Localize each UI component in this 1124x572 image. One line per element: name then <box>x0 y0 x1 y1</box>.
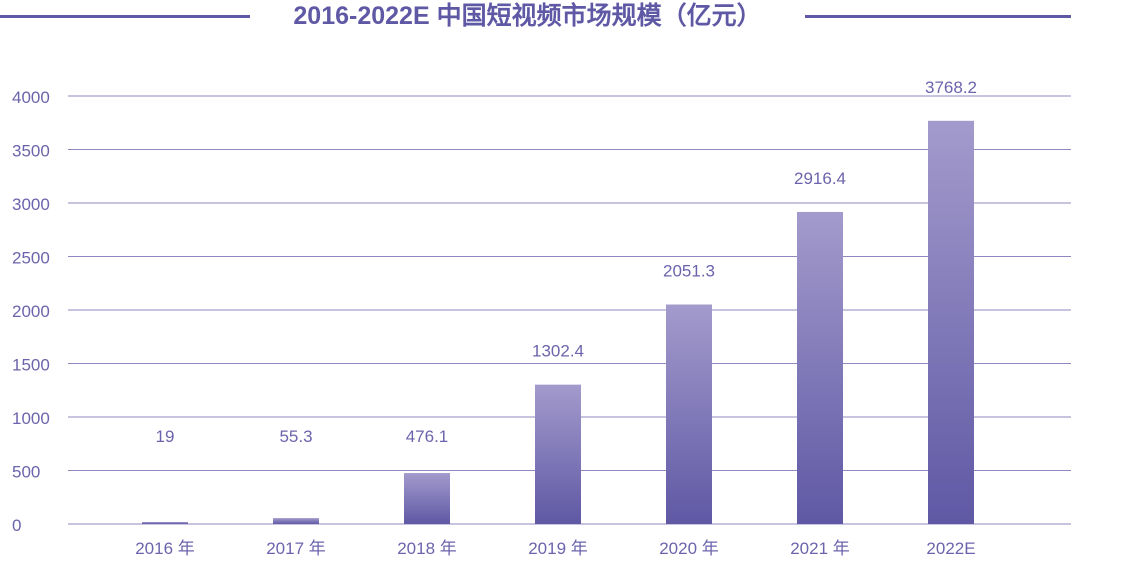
y-tick-label: 2000 <box>12 302 50 321</box>
y-tick-label: 3500 <box>12 142 50 161</box>
y-tick-label: 2500 <box>12 249 50 268</box>
bar-value-label: 19 <box>156 427 175 446</box>
bars <box>142 120 974 525</box>
y-tick-label: 0 <box>12 516 21 535</box>
x-category-label: 2016 年 <box>135 539 195 558</box>
y-tick-label: 500 <box>12 463 40 482</box>
x-category-label: 2020 年 <box>659 539 719 558</box>
bar <box>535 384 581 524</box>
bar-value-label: 2051.3 <box>663 262 715 281</box>
y-tick-label: 4000 <box>12 88 50 107</box>
y-axis-ticks: 0 500 1000 1500 2000 2500 3000 3500 4000 <box>12 88 50 535</box>
chart-title: 2016-2022E 中国短视频市场规模（亿元） <box>293 2 762 30</box>
y-tick-label: 1500 <box>12 356 50 375</box>
bar-value-label: 55.3 <box>279 427 312 446</box>
y-tick-label: 1000 <box>12 409 50 428</box>
bar-value-label: 2916.4 <box>794 169 846 188</box>
bar <box>273 518 319 524</box>
bar <box>928 120 974 524</box>
x-category-label: 2021 年 <box>790 539 850 558</box>
value-labels: 19 55.3 476.1 1302.4 2051.3 2916.4 3768.2 <box>156 78 977 446</box>
x-category-label: 2018 年 <box>397 539 457 558</box>
x-axis-labels: 2016 年 2017 年 2018 年 2019 年 2020 年 2021 年 2022… <box>135 539 975 558</box>
x-category-label: 2022E <box>926 539 975 558</box>
x-category-label: 2019 年 <box>528 539 588 558</box>
bar <box>404 473 450 524</box>
x-category-label: 2017 年 <box>266 539 326 558</box>
bar-value-label: 3768.2 <box>925 78 977 97</box>
title-rule-right <box>805 15 1071 18</box>
bar <box>666 304 712 524</box>
bar-value-label: 1302.4 <box>532 342 584 361</box>
bar-value-label: 476.1 <box>406 427 449 446</box>
title-rule-left <box>0 15 250 18</box>
bar <box>142 521 188 524</box>
bar <box>797 211 843 525</box>
y-tick-label: 3000 <box>12 195 50 214</box>
